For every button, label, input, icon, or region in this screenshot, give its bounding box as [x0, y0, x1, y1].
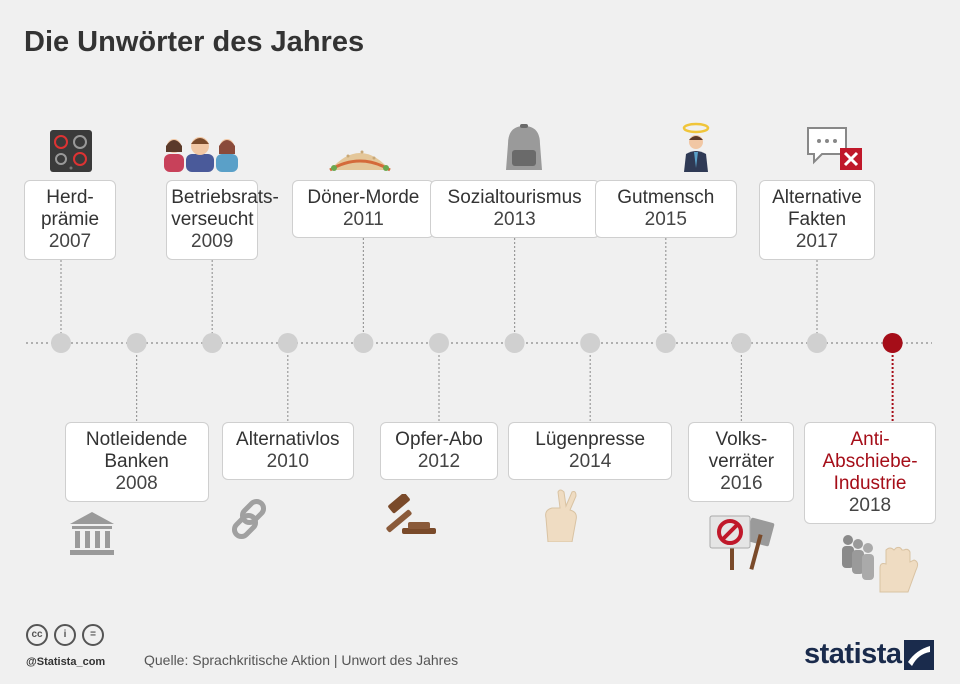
- workers-icon: [164, 137, 238, 172]
- timeline-dot-2016: [731, 333, 752, 353]
- bank-icon: [70, 512, 114, 555]
- unwort-year: 2017: [795, 231, 839, 252]
- unwort-card-2010: Alternativlos 2010: [221, 422, 354, 480]
- unwort-word: Betriebsrats- verseucht: [171, 187, 279, 230]
- unwort-word: Gutmensch: [617, 187, 715, 208]
- unwort-card-2012: Opfer-Abo 2012: [380, 422, 498, 480]
- unwort-word: Anti- Abschiebe- Industrie: [822, 429, 918, 494]
- crossed-fingers-icon: [545, 489, 577, 542]
- timeline-dot-2010: [277, 333, 298, 353]
- protest-signs-icon: [709, 515, 775, 570]
- unwort-year: 2018: [848, 495, 892, 516]
- unwort-card-2013: Sozialtourismus 2013: [429, 180, 600, 238]
- unwort-year: 2015: [644, 209, 687, 230]
- unwort-card-2018: Anti- Abschiebe- Industrie 2018: [804, 422, 936, 524]
- chart-title: Die Unwörter des Jahres: [24, 26, 365, 58]
- statista-logo-mark: [904, 640, 934, 670]
- unwort-year: 2013: [493, 209, 536, 230]
- unwort-year: 2012: [417, 451, 461, 472]
- attribution-icon: i: [54, 624, 76, 646]
- stove-icon: [50, 130, 92, 172]
- timeline-dot-2014: [580, 333, 601, 353]
- source-note: Quelle: Sprachkritische Aktion | Unwort …: [144, 652, 459, 668]
- unwort-card-2009: Betriebsrats- verseucht 2009: [166, 180, 279, 260]
- timeline-dot-2009: [202, 333, 223, 353]
- unwort-year: 2011: [342, 209, 384, 230]
- unwort-word: Alternativlos: [236, 429, 340, 450]
- unwort-card-2008: Notleidende Banken 2008: [64, 422, 209, 502]
- license-icons: cc i =: [26, 624, 104, 646]
- timeline-dot-2017: [807, 333, 827, 353]
- halo-person-icon: [682, 122, 710, 172]
- refugees-stop-icon: [842, 535, 919, 593]
- unwort-year: 2010: [266, 451, 309, 472]
- unwort-word: Döner-Morde: [307, 187, 420, 208]
- unwort-year: 2009: [191, 231, 234, 252]
- gavel-icon: [386, 494, 436, 534]
- unwort-year: 2014: [569, 451, 612, 472]
- unwort-card-2017: Alternative Fakten 2017: [759, 180, 875, 260]
- timeline-dot-2015: [655, 333, 676, 353]
- speech-bubble-x-icon: [807, 127, 862, 170]
- timeline-dot-2012: [429, 333, 449, 353]
- unwort-word: Lügenpresse: [535, 429, 646, 450]
- unwort-word: Herd- prämie: [40, 187, 100, 230]
- unwort-word: Sozialtourismus: [447, 187, 582, 208]
- creative-commons-icon: cc: [26, 624, 48, 646]
- unwort-year: 2008: [115, 473, 158, 494]
- timeline-dot-2008: [126, 333, 147, 353]
- unwort-card-2014: Lügenpresse 2014: [508, 422, 673, 480]
- unwort-word: Alternative Fakten: [772, 187, 862, 230]
- timeline-dot-2011: [353, 333, 374, 353]
- doner-icon: [329, 150, 391, 172]
- unwort-word: Opfer-Abo: [395, 429, 483, 450]
- statista-handle: @Statista_com: [26, 656, 106, 668]
- unwort-year: 2016: [720, 473, 763, 494]
- statista-logo[interactable]: statista: [804, 638, 902, 670]
- timeline-dot-2013: [504, 333, 525, 353]
- unwort-card-2015: Gutmensch 2015: [594, 180, 737, 238]
- unwort-word: Volks- verräter: [708, 429, 775, 472]
- timeline-dot-2007: [51, 333, 71, 353]
- unwort-year: 2007: [48, 231, 92, 252]
- unwort-card-2011: Döner-Morde 2011: [292, 180, 435, 238]
- timeline-dot-2018: [882, 333, 903, 353]
- unwort-card-2016: Volks- verräter 2016: [688, 422, 795, 502]
- chain-icon: [231, 498, 267, 540]
- unwort-card-2007: Herd- prämie 2007: [24, 180, 116, 260]
- backpack-icon: [506, 124, 542, 170]
- unwort-word: Notleidende Banken: [85, 429, 188, 472]
- no-derivatives-icon: =: [82, 624, 104, 646]
